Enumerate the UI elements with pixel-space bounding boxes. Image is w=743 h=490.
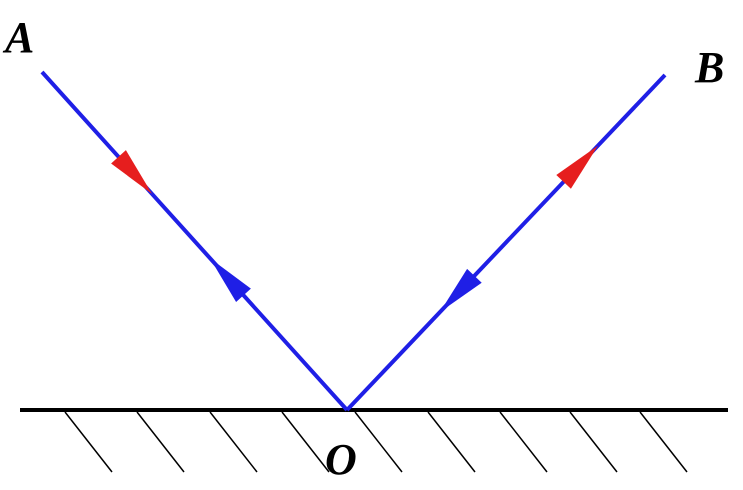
ray-ob (345, 73, 667, 412)
mirror-hatching (64, 411, 688, 473)
arrow-red (556, 145, 598, 189)
arrow-red (111, 150, 152, 194)
point-label: B (694, 43, 724, 92)
ray-ao (40, 70, 349, 412)
arrow-blue (440, 268, 482, 312)
point-label: A (2, 13, 34, 62)
arrow-blue (210, 258, 251, 302)
point-label: O (325, 435, 357, 484)
